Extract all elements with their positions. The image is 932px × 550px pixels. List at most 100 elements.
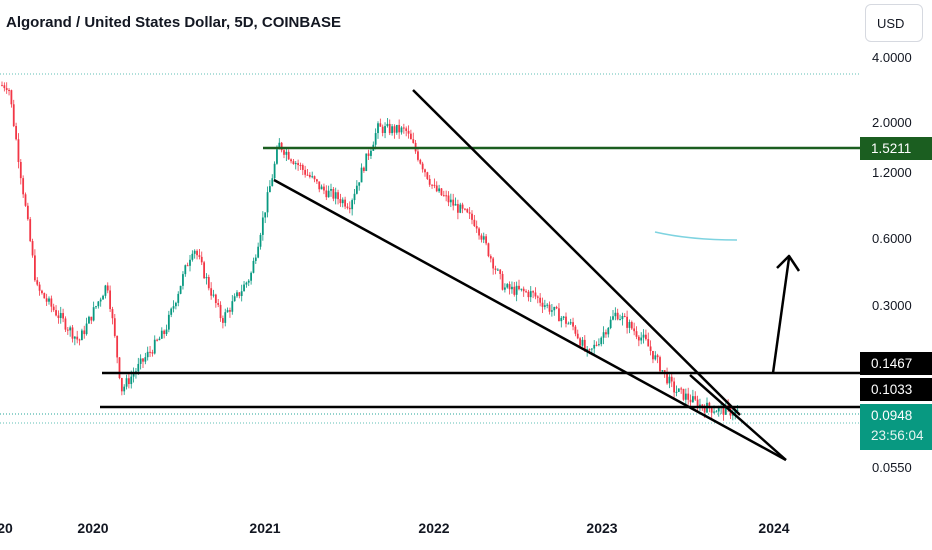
candle-body <box>330 188 332 191</box>
candle-body <box>424 169 426 173</box>
candle-body <box>428 178 431 185</box>
candle-body <box>81 330 83 341</box>
candle-body <box>454 203 457 206</box>
candle-body <box>355 185 358 194</box>
candle-body <box>269 186 271 193</box>
candle-body <box>590 348 593 350</box>
candle-body <box>588 349 591 351</box>
candle-body <box>290 159 292 162</box>
candle-body <box>109 290 111 310</box>
candle-body <box>332 188 335 199</box>
candle-body <box>301 165 304 170</box>
candle-body <box>363 167 365 171</box>
candle-body <box>482 236 485 240</box>
candle-body <box>276 149 278 164</box>
candle-body <box>598 344 600 346</box>
candle-body <box>684 393 687 400</box>
candle-body <box>165 329 168 335</box>
candle-body <box>433 184 436 186</box>
candle-body <box>224 312 227 323</box>
wedge-lower-trendline[interactable] <box>273 178 787 462</box>
candle-body <box>156 339 158 341</box>
candle-body <box>45 298 48 302</box>
candle-body <box>492 258 495 269</box>
candle-body <box>633 328 636 332</box>
candle-body <box>71 327 74 339</box>
candle-body <box>52 306 55 311</box>
candle-body <box>48 298 50 302</box>
candle-body <box>670 376 673 382</box>
candle-body <box>320 186 323 190</box>
price-tick-label: 0.0550 <box>872 460 912 475</box>
candle-body <box>217 303 220 305</box>
time-tick-label: 2024 <box>758 520 790 536</box>
candle-body <box>278 142 281 150</box>
bar-countdown: 23:56:04 <box>871 428 924 443</box>
candle-body <box>337 192 339 200</box>
breakout-arrow[interactable] <box>771 254 801 374</box>
candle-body <box>581 339 584 346</box>
time-tick-label: 2020 <box>77 520 109 536</box>
candle-body <box>452 199 455 206</box>
candle-body <box>619 319 621 321</box>
candle-body <box>120 378 123 392</box>
candle-body <box>250 272 252 281</box>
candle-body <box>149 351 151 353</box>
wedge-apex-line[interactable] <box>689 374 787 461</box>
wedge-upper-trendline[interactable] <box>412 89 741 416</box>
candle-body <box>405 128 408 131</box>
candle-body <box>236 292 238 297</box>
candle-body <box>179 285 182 294</box>
candle-body <box>196 250 198 256</box>
candle-body <box>417 151 419 160</box>
candle-body <box>722 406 725 415</box>
candle-body <box>31 241 34 256</box>
candle-body <box>379 123 382 127</box>
drawings-group <box>100 89 860 462</box>
candle-body <box>661 370 664 372</box>
candle-body <box>191 253 194 260</box>
candle-body <box>344 199 346 207</box>
brush-stroke[interactable] <box>654 231 738 241</box>
candle-body <box>106 285 109 291</box>
candle-body <box>508 284 511 290</box>
candle-body <box>17 139 20 163</box>
candle-body <box>142 358 144 362</box>
candle-body <box>431 184 433 186</box>
time-tick-label: 20 <box>0 520 13 536</box>
candle-body <box>245 282 248 285</box>
candle-body <box>313 176 316 180</box>
candle-body <box>167 314 170 330</box>
candle-body <box>377 123 379 134</box>
candle-body <box>283 150 285 155</box>
candle-body <box>647 339 650 347</box>
candle-body <box>360 167 363 183</box>
candle-body <box>680 388 683 390</box>
candle-body <box>666 372 668 384</box>
candle-body <box>421 163 424 170</box>
currency-button[interactable]: USD <box>865 4 923 42</box>
candle-body <box>85 323 88 335</box>
candle-body <box>292 161 295 165</box>
candle-body <box>565 316 567 324</box>
last-price-tag: 0.0948 23:56:04 <box>860 404 932 450</box>
candle-body <box>26 205 29 220</box>
price-tick-label: 0.3000 <box>872 298 912 313</box>
candle-body <box>273 163 276 179</box>
candle-body <box>607 327 610 335</box>
candle-body <box>614 312 617 317</box>
candle-body <box>708 402 711 409</box>
candle-body <box>546 304 549 306</box>
candle-body <box>304 169 307 175</box>
resistance-price-tag: 1.5211 <box>860 137 932 160</box>
candle-body <box>466 209 469 213</box>
candle-body <box>50 298 53 307</box>
candle-body <box>266 192 269 213</box>
candle-body <box>341 199 344 204</box>
candle-body <box>62 313 64 319</box>
candle-body <box>567 323 570 325</box>
candle-body <box>78 339 81 341</box>
candle-body <box>132 373 135 377</box>
candle-body <box>205 277 208 279</box>
